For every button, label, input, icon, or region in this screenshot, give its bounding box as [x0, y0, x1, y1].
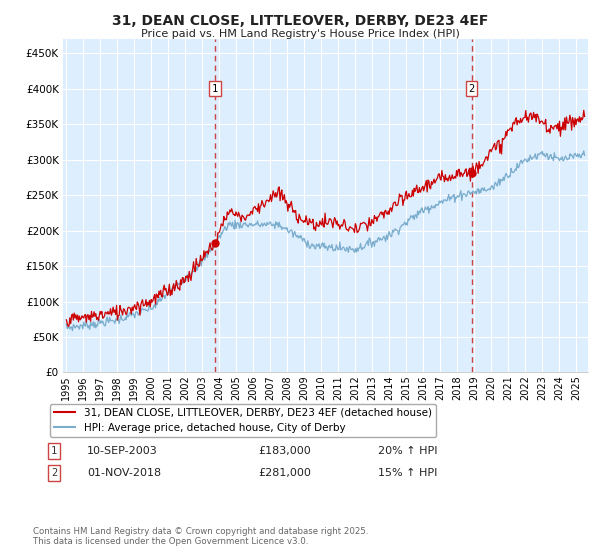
Text: £183,000: £183,000 — [258, 446, 311, 456]
Text: 31, DEAN CLOSE, LITTLEOVER, DERBY, DE23 4EF: 31, DEAN CLOSE, LITTLEOVER, DERBY, DE23 … — [112, 14, 488, 28]
Text: Contains HM Land Registry data © Crown copyright and database right 2025.
This d: Contains HM Land Registry data © Crown c… — [33, 526, 368, 546]
Text: £281,000: £281,000 — [258, 468, 311, 478]
Legend: 31, DEAN CLOSE, LITTLEOVER, DERBY, DE23 4EF (detached house), HPI: Average price: 31, DEAN CLOSE, LITTLEOVER, DERBY, DE23 … — [50, 404, 436, 437]
Text: 10-SEP-2003: 10-SEP-2003 — [87, 446, 158, 456]
Text: 2: 2 — [51, 468, 57, 478]
Text: Price paid vs. HM Land Registry's House Price Index (HPI): Price paid vs. HM Land Registry's House … — [140, 29, 460, 39]
Text: 15% ↑ HPI: 15% ↑ HPI — [378, 468, 437, 478]
Text: 2: 2 — [469, 84, 475, 94]
Text: 1: 1 — [51, 446, 57, 456]
Text: 20% ↑ HPI: 20% ↑ HPI — [378, 446, 437, 456]
Text: 01-NOV-2018: 01-NOV-2018 — [87, 468, 161, 478]
Text: 1: 1 — [212, 84, 218, 94]
